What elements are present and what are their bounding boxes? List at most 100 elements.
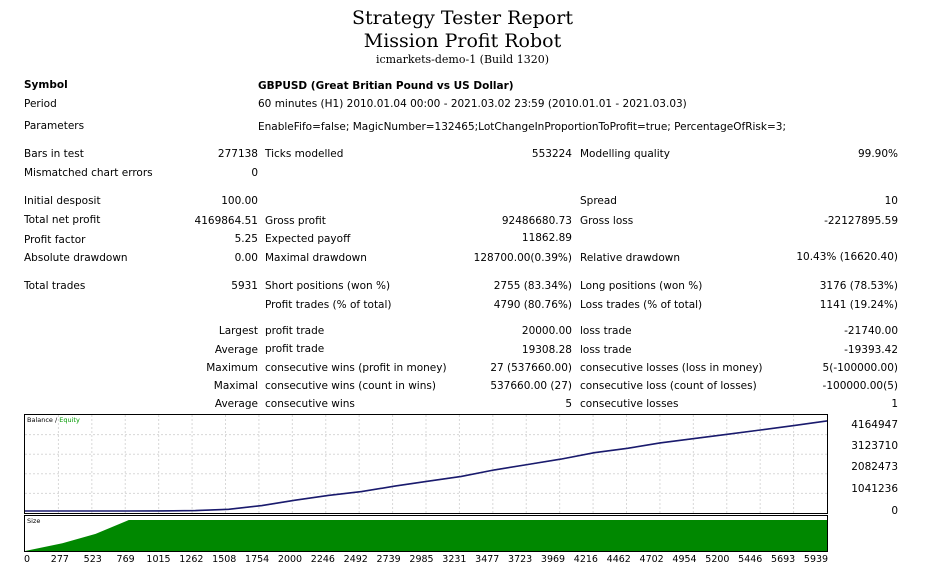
balance-plot	[25, 415, 827, 513]
average-loss-label: loss trade	[580, 344, 632, 356]
spread-value: 10	[884, 195, 898, 207]
deposit-label: Initial desposit	[24, 195, 101, 207]
netprofit-value: 4169864.51	[194, 215, 258, 227]
x-tick-label: 2985	[409, 554, 434, 565]
x-tick-label: 277	[50, 554, 69, 565]
loss-trades-label: Loss trades (% of total)	[580, 299, 703, 311]
reldd-label: Relative drawdown	[580, 252, 681, 264]
x-tick-label: 1754	[245, 554, 270, 565]
bars-value: 277138	[217, 148, 258, 160]
spread-label: Spread	[580, 195, 617, 207]
x-tick-label: 2739	[376, 554, 401, 565]
deposit-value: 100.00	[221, 195, 258, 207]
x-tick-label: 769	[116, 554, 135, 565]
grossloss-label: Gross loss	[580, 215, 634, 227]
size-chart: Size	[24, 515, 828, 552]
largest-loss-value: -21740.00	[844, 325, 898, 337]
average-label: Average	[214, 344, 258, 356]
x-tick-label: 2000	[277, 554, 303, 565]
x-tick-label: 3477	[475, 554, 500, 565]
bars-label: Bars in test	[24, 148, 84, 160]
maximal-consec-loss-value: -100000.00(5)	[822, 380, 898, 392]
grossprofit-label: Gross profit	[265, 215, 326, 227]
average-loss-value: -19393.42	[844, 344, 898, 356]
short-label: Short positions (won %)	[265, 280, 391, 292]
mismatch-value: 0	[251, 167, 258, 179]
chart-legend: Balance / Equity	[27, 416, 80, 424]
size-area	[25, 520, 827, 551]
ticks-label: Ticks modelled	[265, 148, 344, 160]
avg-consec-losses-value: 1	[891, 398, 898, 410]
profit-trades-value: 4790 (80.76%)	[493, 299, 572, 311]
maximum-label: Maximum	[206, 362, 258, 374]
avg-consec-losses-label: consecutive losses	[580, 398, 679, 410]
largest-profit-value: 20000.00	[521, 325, 572, 337]
avg-consec-wins-label: consecutive wins	[265, 398, 355, 410]
parameters-value: EnableFifo=false; MagicNumber=132465;Lot…	[258, 121, 786, 133]
max-consec-wins-label: consecutive wins (profit in money)	[265, 362, 447, 374]
robot-name: Mission Profit Robot	[363, 30, 562, 52]
profit-trades-label: Profit trades (% of total)	[265, 299, 392, 311]
y-tick-label: 4164947	[851, 419, 898, 431]
parameters-label: Parameters	[24, 120, 85, 132]
avg-consec-wins-value: 5	[565, 398, 572, 410]
maxdd-label: Maximal drawdown	[265, 252, 367, 264]
x-tick-label: 5200	[705, 554, 730, 565]
absdd-label: Absolute drawdown	[24, 252, 128, 264]
grossloss-value: -22127895.59	[824, 215, 898, 227]
symbol-value: GBPUSD (Great Britian Pound vs US Dollar…	[258, 80, 514, 92]
x-tick-label: 3231	[442, 554, 467, 565]
netprofit-label: Total net profit	[24, 214, 101, 226]
period-label: Period	[24, 98, 57, 110]
pf-value: 5.25	[234, 233, 258, 245]
trades-value: 5931	[231, 280, 258, 292]
size-plot	[25, 520, 827, 551]
average-consec-label: Average	[214, 398, 258, 410]
x-tick-label: 3723	[508, 554, 533, 565]
long-value: 3176 (78.53%)	[819, 280, 898, 292]
x-tick-label: 1508	[212, 554, 237, 565]
y-tick-label: 2082473	[851, 461, 898, 473]
average-profit-label: profit trade	[265, 343, 325, 355]
reldd-value: 10.43% (16620.40)	[796, 251, 898, 263]
x-tick-label: 4954	[672, 554, 697, 565]
long-label: Long positions (won %)	[580, 280, 703, 292]
legend-equity: Equity	[59, 416, 80, 424]
maximal-consec-loss-label: consecutive loss (count of losses)	[580, 380, 757, 392]
symbol-label: Symbol	[24, 79, 68, 91]
quality-label: Modelling quality	[580, 148, 670, 160]
y-tick-label: 1041236	[851, 483, 898, 495]
balance-chart: Balance / Equity	[24, 414, 828, 514]
legend-separator: /	[52, 416, 60, 424]
x-tick-label: 5446	[738, 554, 763, 565]
largest-loss-label: loss trade	[580, 325, 632, 337]
x-tick-label: 5693	[771, 554, 796, 565]
legend-balance: Balance	[27, 416, 53, 424]
max-consec-wins-value: 27 (537660.00)	[490, 362, 572, 374]
max-consec-losses-label: consecutive losses (loss in money)	[580, 362, 763, 374]
payoff-label: Expected payoff	[265, 233, 351, 245]
x-tick-label: 0	[23, 554, 31, 565]
largest-profit-label: profit trade	[265, 325, 325, 337]
absdd-value: 0.00	[234, 252, 258, 264]
x-tick-label: 2492	[343, 554, 368, 565]
x-tick-label: 4216	[573, 554, 598, 565]
pf-label: Profit factor	[24, 234, 86, 246]
quality-value: 99.90%	[857, 148, 898, 160]
short-value: 2755 (83.34%)	[493, 280, 572, 292]
x-tick-label: 523	[83, 554, 102, 565]
period-value: 60 minutes (H1) 2010.01.04 00:00 - 2021.…	[258, 98, 687, 110]
balance-line	[25, 420, 827, 512]
x-tick-label: 5939	[803, 554, 829, 565]
x-tick-label: 1262	[179, 554, 204, 565]
grossprofit-value: 92486680.73	[501, 215, 572, 227]
y-tick-label: 0	[891, 505, 898, 517]
ticks-value: 553224	[531, 148, 572, 160]
mismatch-label: Mismatched chart errors	[24, 167, 153, 179]
largest-label: Largest	[218, 325, 258, 337]
max-consec-losses-value: 5(-100000.00)	[822, 362, 898, 374]
x-tick-label: 4702	[639, 554, 664, 565]
maximal-consec-wins-label: consecutive wins (count in wins)	[265, 380, 436, 392]
average-profit-value: 19308.28	[521, 344, 572, 356]
maxdd-value: 128700.00(0.39%)	[473, 252, 572, 264]
